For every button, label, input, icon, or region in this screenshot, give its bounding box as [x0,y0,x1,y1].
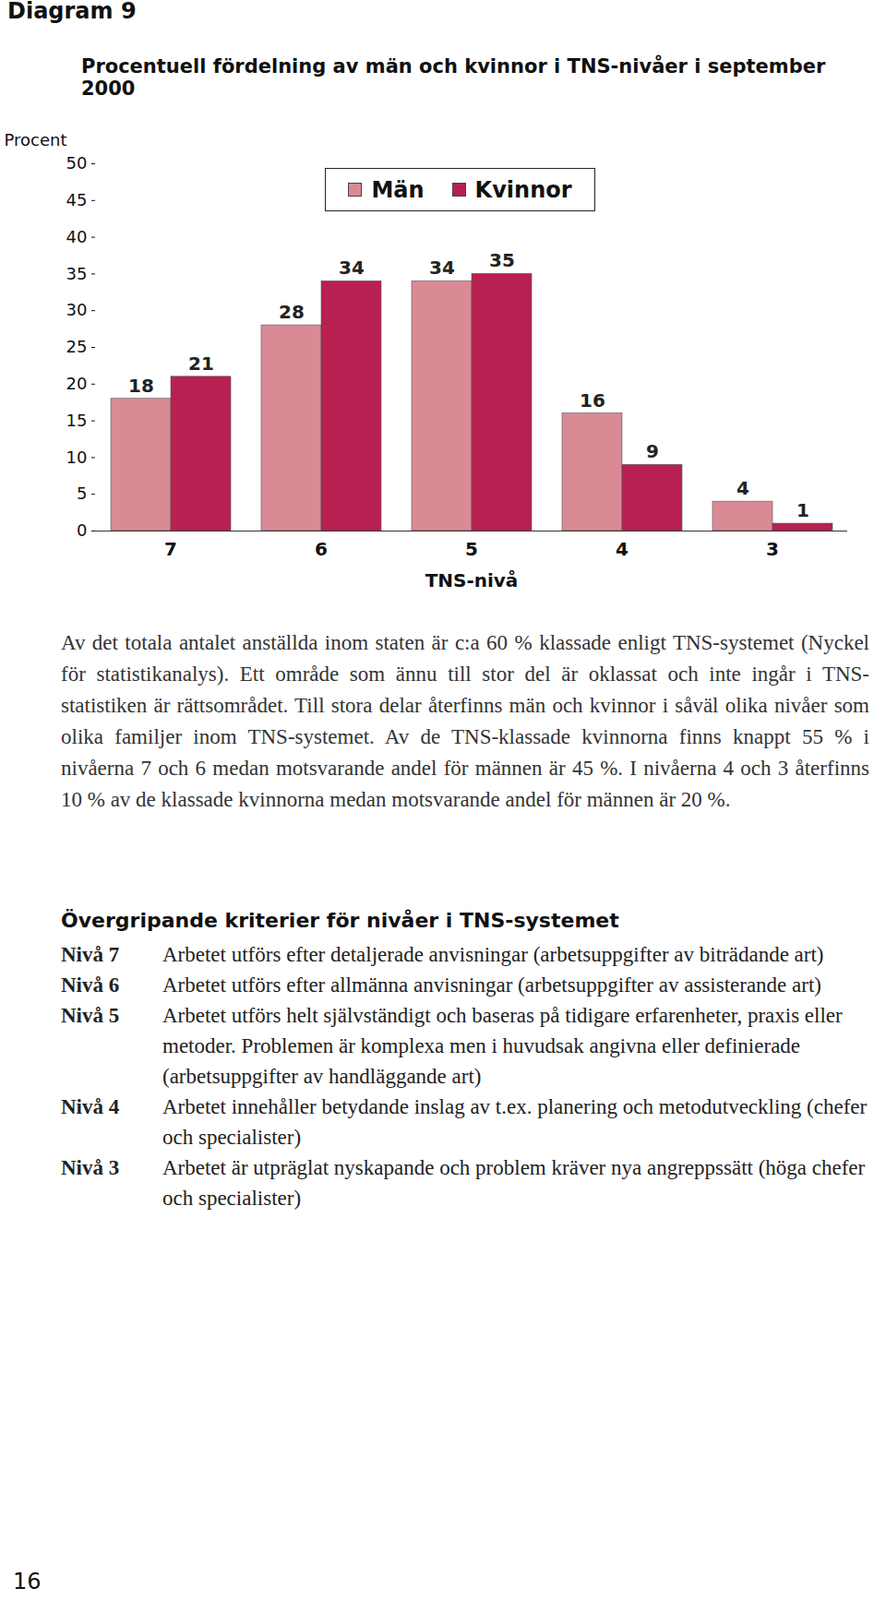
svg-text:3: 3 [766,538,779,561]
svg-text:TNS-nivå: TNS-nivå [425,569,519,592]
html-text:Nivå 7: Nivå 7 [60,943,120,967]
svg-text:Procent: Procent [4,131,68,150]
svg-text:21: 21 [188,352,215,375]
svg-text:9: 9 [646,440,659,463]
svg-text:4: 4 [736,477,750,500]
html-text:Män: Män [371,176,425,203]
svg-text:18: 18 [128,374,155,397]
svg-text:35: 35 [489,249,515,272]
html-text:Arbetet innehåller betydande i: Arbetet innehåller betydande inslag av t… [162,1095,867,1150]
svg-text:10: 10 [66,447,88,467]
html-text:Procentuell fördelning av män: Procentuell fördelning av män och kvinno… [81,55,826,100]
svg-text:7: 7 [164,538,178,561]
html-text:Arbetet utförs helt självständ: Arbetet utförs helt självständigt och ba… [162,1004,843,1089]
svg-text:28: 28 [278,300,305,324]
svg-text:6: 6 [314,538,328,561]
svg-text:40: 40 [66,227,88,247]
svg-text:45: 45 [66,190,88,210]
html-text:Arbetet utförs efter allmänna: Arbetet utförs efter allmänna anvisninga… [162,973,822,997]
svg-text:34: 34 [429,256,455,279]
html-text:Nivå 6: Nivå 6 [60,973,120,997]
html-text:Övergripande kriterier för niv: Övergripande kriterier för nivåer i TNS-… [60,909,620,933]
html-text:16: 16 [12,1568,42,1595]
html-text:Kvinnor: Kvinnor [474,176,572,203]
html-text:Nivå 5: Nivå 5 [60,1004,120,1028]
svg-text:30: 30 [66,299,88,320]
svg-text:50: 50 [66,153,88,173]
html-text:Arbetet är utpräglat nyskapand: Arbetet är utpräglat nyskapande och prob… [162,1156,866,1210]
svg-text:25: 25 [66,336,88,357]
svg-text:0: 0 [76,520,87,540]
svg-text:20: 20 [66,373,88,394]
html-text:Arbetet utförs efter detaljera: Arbetet utförs efter detaljerade anvisni… [162,943,824,967]
svg-text:35: 35 [66,263,88,284]
svg-text:34: 34 [338,256,365,279]
svg-text:16: 16 [579,389,606,412]
html-text:Nivå 4: Nivå 4 [60,1095,120,1119]
svg-text:15: 15 [66,410,88,431]
svg-text:5: 5 [465,538,479,561]
svg-text:1: 1 [796,499,810,522]
svg-text:4: 4 [615,538,629,561]
svg-text:5: 5 [76,483,87,503]
html-text:Nivå 3: Nivå 3 [60,1156,120,1180]
html-text:Av det totala antalet anställd: Av det totala antalet anställda inom sta… [60,631,870,812]
